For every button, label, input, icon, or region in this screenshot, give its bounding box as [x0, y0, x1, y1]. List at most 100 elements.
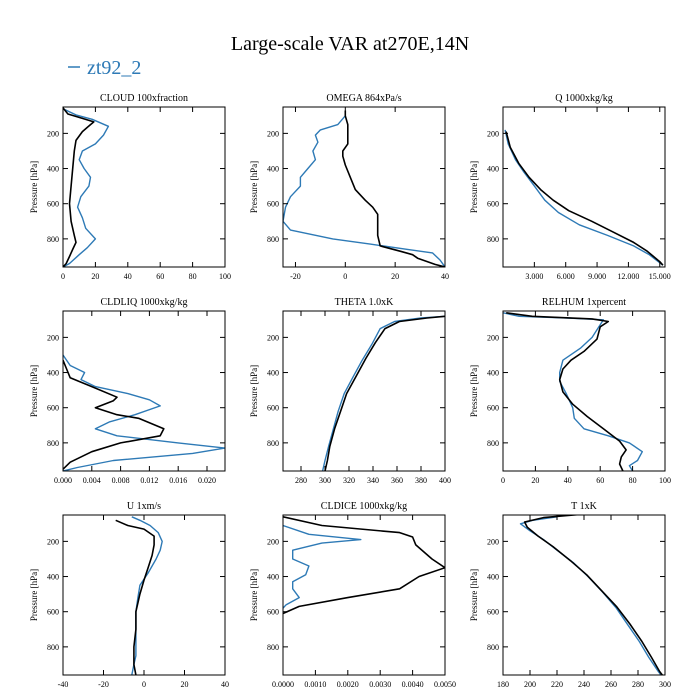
panel-title: RELHUM 1xpercent — [542, 297, 626, 308]
y-tick-label: 200 — [487, 537, 499, 546]
x-tick-label: 0.0050 — [434, 680, 456, 689]
panel-title: THETA 1.0xK — [335, 297, 394, 308]
x-tick-label: 200 — [524, 680, 536, 689]
plot-frame — [282, 106, 446, 268]
obs-line — [63, 107, 95, 267]
y-axis-label: Pressure [hPa] — [29, 365, 39, 417]
y-tick-label: 600 — [267, 200, 279, 209]
y-tick-label: 600 — [47, 404, 59, 413]
y-axis-label: Pressure [hPa] — [469, 161, 479, 213]
panel-7: CLDICE 1000xkg/kg 200 400 600 800 Pressure [h… — [249, 501, 456, 689]
panel-title: CLDLIQ 1000xkg/kg — [101, 297, 188, 308]
x-tick-label: 0.016 — [169, 476, 187, 485]
x-tick-label: -20 — [98, 680, 109, 689]
panel-title: Q 1000xkg/kg — [555, 93, 613, 104]
x-tick-label: 0.0030 — [369, 680, 391, 689]
plot-frame — [62, 514, 226, 676]
x-tick-label: 60 — [596, 476, 604, 485]
legend-label: zt92_2 — [87, 57, 141, 79]
model-line — [283, 115, 445, 267]
panel-8: T 1xK 200 400 600 800 Pressure [hPa] 180 200 220… — [469, 501, 671, 689]
y-axis-label: Pressure [hPa] — [469, 569, 479, 621]
x-tick-label: 280 — [295, 476, 307, 485]
y-tick-label: 600 — [487, 608, 499, 617]
plot-frame — [62, 310, 226, 472]
x-tick-label: 40 — [564, 476, 572, 485]
obs-line — [342, 110, 445, 267]
obs-line — [324, 315, 445, 471]
x-tick-label: 80 — [629, 476, 637, 485]
y-tick-label: 800 — [267, 643, 279, 652]
x-tick-label: 400 — [439, 476, 451, 485]
y-tick-label: 600 — [487, 200, 499, 209]
x-tick-label: 0.0000 — [272, 680, 294, 689]
plot-frame — [502, 310, 666, 472]
y-tick-label: 400 — [487, 369, 499, 378]
x-tick-label: 300 — [319, 476, 331, 485]
x-tick-label: 20 — [531, 476, 539, 485]
x-tick-label: 0 — [343, 272, 347, 281]
model-line — [503, 312, 643, 471]
x-tick-label: -20 — [290, 272, 301, 281]
y-tick-label: 200 — [47, 333, 59, 342]
model-line — [63, 354, 225, 471]
y-tick-label: 800 — [487, 235, 499, 244]
panel-3: CLDLIQ 1000xkg/kg 200 400 600 800 Pressure [h… — [29, 297, 226, 485]
x-tick-label: 340 — [367, 476, 379, 485]
y-axis-label: Pressure [hPa] — [249, 161, 259, 213]
x-tick-label: 0.0010 — [304, 680, 326, 689]
y-tick-label: 200 — [47, 537, 59, 546]
y-tick-label: 400 — [47, 369, 59, 378]
x-tick-label: 0.000 — [54, 476, 72, 485]
x-tick-label: 180 — [497, 680, 509, 689]
y-tick-label: 400 — [487, 573, 499, 582]
x-tick-label: 40 — [441, 272, 449, 281]
y-axis-label: Pressure [hPa] — [469, 365, 479, 417]
y-tick-label: 800 — [47, 235, 59, 244]
x-tick-label: 220 — [551, 680, 563, 689]
panel-title: U 1xm/s — [127, 501, 161, 512]
y-tick-label: 400 — [267, 165, 279, 174]
x-tick-label: 360 — [391, 476, 403, 485]
x-tick-label: 0 — [142, 680, 146, 689]
y-tick-label: 600 — [267, 404, 279, 413]
x-tick-label: 60 — [156, 272, 164, 281]
y-tick-label: 800 — [267, 439, 279, 448]
x-tick-label: 0.0020 — [337, 680, 359, 689]
x-tick-label: 0.012 — [140, 476, 158, 485]
plot-frame — [282, 514, 446, 676]
x-tick-label: 0.0040 — [402, 680, 424, 689]
x-tick-label: 0 — [61, 272, 65, 281]
x-tick-label: 20 — [181, 680, 189, 689]
obs-line — [506, 312, 627, 471]
x-tick-label: 100 — [219, 272, 231, 281]
model-line — [321, 315, 445, 471]
x-tick-label: 100 — [659, 476, 671, 485]
model-line — [283, 524, 362, 609]
x-tick-label: 3.000 — [525, 272, 543, 281]
x-tick-label: 40 — [221, 680, 229, 689]
x-tick-label: 15.000 — [649, 272, 671, 281]
y-axis-label: Pressure [hPa] — [249, 365, 259, 417]
model-line — [131, 516, 163, 675]
panel-2: Q 1000xkg/kg 200 400 600 800 Pressure [hPa] 3.… — [469, 93, 671, 281]
plot-frame — [502, 514, 666, 676]
y-tick-label: 400 — [487, 165, 499, 174]
y-tick-label: 400 — [267, 573, 279, 582]
x-tick-label: 0 — [501, 476, 505, 485]
x-tick-label: 380 — [415, 476, 427, 485]
panel-4: THETA 1.0xK 200 400 600 800 Pressure [hPa] 280… — [249, 297, 451, 485]
obs-line — [283, 516, 445, 615]
y-tick-label: 800 — [487, 439, 499, 448]
y-tick-label: 200 — [487, 129, 499, 138]
x-tick-label: 12.000 — [617, 272, 639, 281]
plot-frame — [62, 106, 226, 268]
obs-line — [115, 519, 155, 675]
panel-title: CLDICE 1000xkg/kg — [321, 501, 407, 512]
x-tick-label: 20 — [91, 272, 99, 281]
x-tick-label: 20 — [391, 272, 399, 281]
panel-6: U 1xm/s 200 400 600 800 Pressure [hPa] -40 -20 0… — [29, 501, 229, 689]
x-tick-label: 240 — [578, 680, 590, 689]
